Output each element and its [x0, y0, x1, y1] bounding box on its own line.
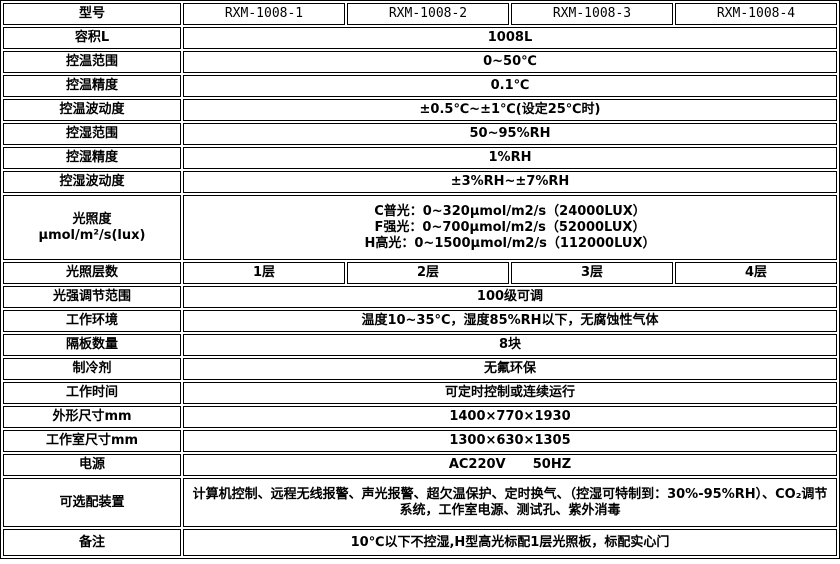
row-label: 工作室尺寸mm	[3, 430, 181, 452]
row-illuminance: 光照度 μmol/m²/s(lux) C普光：0~320μmol/m2/s（24…	[3, 195, 837, 260]
row-label: 工作环境	[3, 310, 181, 332]
row-value: 可定时控制或连续运行	[183, 382, 837, 404]
row-temp-precision: 控温精度 0.1℃	[3, 75, 837, 97]
row-label: 控湿范围	[3, 123, 181, 145]
row-model: 型号 RXM-1008-1 RXM-1008-2 RXM-1008-3 RXM-…	[3, 3, 837, 25]
row-power: 电源 AC220V 50HZ	[3, 454, 837, 476]
row-outer-size: 外形尺寸mm 1400×770×1930	[3, 406, 837, 428]
layer-cell: 1层	[183, 262, 345, 284]
row-label: 外形尺寸mm	[3, 406, 181, 428]
row-label: 控温波动度	[3, 99, 181, 121]
value-line: H高光：0~1500μmol/m2/s（112000LUX）	[364, 235, 656, 251]
row-value: 1%RH	[183, 147, 837, 169]
row-label: 光强调节范围	[3, 286, 181, 308]
row-value: ±3%RH~±7%RH	[183, 171, 837, 193]
row-remarks: 备注 10℃以下不控湿,H型高光标配1层光照板，标配实心门	[3, 529, 837, 556]
row-options: 可选配装置 计算机控制、远程无线报警、声光报警、超欠温保护、定时换气、（控湿可特制…	[3, 478, 837, 527]
model-cell: RXM-1008-1	[183, 3, 345, 25]
row-label: 控湿精度	[3, 147, 181, 169]
row-label: 备注	[3, 529, 181, 556]
layer-cell: 3层	[511, 262, 673, 284]
row-work-time: 工作时间 可定时控制或连续运行	[3, 382, 837, 404]
row-value: 计算机控制、远程无线报警、声光报警、超欠温保护、定时换气、（控湿可特制到：30%…	[183, 478, 837, 527]
row-value: C普光：0~320μmol/m2/s（24000LUX） F强光：0~700μm…	[183, 195, 837, 260]
row-volume: 容积L 1008L	[3, 27, 837, 49]
row-hum-fluct: 控湿波动度 ±3%RH~±7%RH	[3, 171, 837, 193]
row-light-adjust: 光强调节范围 100级可调	[3, 286, 837, 308]
row-temp-range: 控温范围 0~50℃	[3, 51, 837, 73]
row-value: 温度10~35°C，湿度85%RH以下，无腐蚀性气体	[183, 310, 837, 332]
row-value: 0.1℃	[183, 75, 837, 97]
row-value: 1008L	[183, 27, 837, 49]
row-value: 0~50℃	[183, 51, 837, 73]
row-label: 隔板数量	[3, 334, 181, 356]
row-label: 电源	[3, 454, 181, 476]
row-environment: 工作环境 温度10~35°C，湿度85%RH以下，无腐蚀性气体	[3, 310, 837, 332]
row-label: 控温精度	[3, 75, 181, 97]
row-chamber-size: 工作室尺寸mm 1300×630×1305	[3, 430, 837, 452]
row-value: 8块	[183, 334, 837, 356]
row-label: 光照度 μmol/m²/s(lux)	[3, 195, 181, 260]
row-value: 50~95%RH	[183, 123, 837, 145]
row-label: 控温范围	[3, 51, 181, 73]
value-line: F强光：0~700μmol/m2/s（52000LUX）	[374, 219, 646, 235]
row-label: 容积L	[3, 27, 181, 49]
row-value: 无氟环保	[183, 358, 837, 380]
row-label: 制冷剂	[3, 358, 181, 380]
row-label: 型号	[3, 3, 181, 25]
model-cell: RXM-1008-2	[347, 3, 509, 25]
layer-cell: 4层	[675, 262, 837, 284]
row-value: 10℃以下不控湿,H型高光标配1层光照板，标配实心门	[183, 529, 837, 556]
layer-cell: 2层	[347, 262, 509, 284]
row-label: 工作时间	[3, 382, 181, 404]
row-shelves: 隔板数量 8块	[3, 334, 837, 356]
row-hum-precision: 控湿精度 1%RH	[3, 147, 837, 169]
row-light-layers: 光照层数 1层 2层 3层 4层	[3, 262, 837, 284]
row-label: 可选配装置	[3, 478, 181, 527]
model-cell: RXM-1008-4	[675, 3, 837, 25]
row-value: AC220V 50HZ	[183, 454, 837, 476]
value-line: C普光：0~320μmol/m2/s（24000LUX）	[374, 203, 646, 219]
label-line: μmol/m²/s(lux)	[38, 227, 146, 243]
label-line: 光照度	[72, 211, 112, 227]
row-temp-fluct: 控温波动度 ±0.5℃~±1℃(设定25℃时)	[3, 99, 837, 121]
row-label: 控湿波动度	[3, 171, 181, 193]
model-cell: RXM-1008-3	[511, 3, 673, 25]
row-value: 1400×770×1930	[183, 406, 837, 428]
row-label: 光照层数	[3, 262, 181, 284]
row-value: 1300×630×1305	[183, 430, 837, 452]
row-refrigerant: 制冷剂 无氟环保	[3, 358, 837, 380]
row-value: ±0.5℃~±1℃(设定25℃时)	[183, 99, 837, 121]
row-hum-range: 控湿范围 50~95%RH	[3, 123, 837, 145]
row-value: 100级可调	[183, 286, 837, 308]
